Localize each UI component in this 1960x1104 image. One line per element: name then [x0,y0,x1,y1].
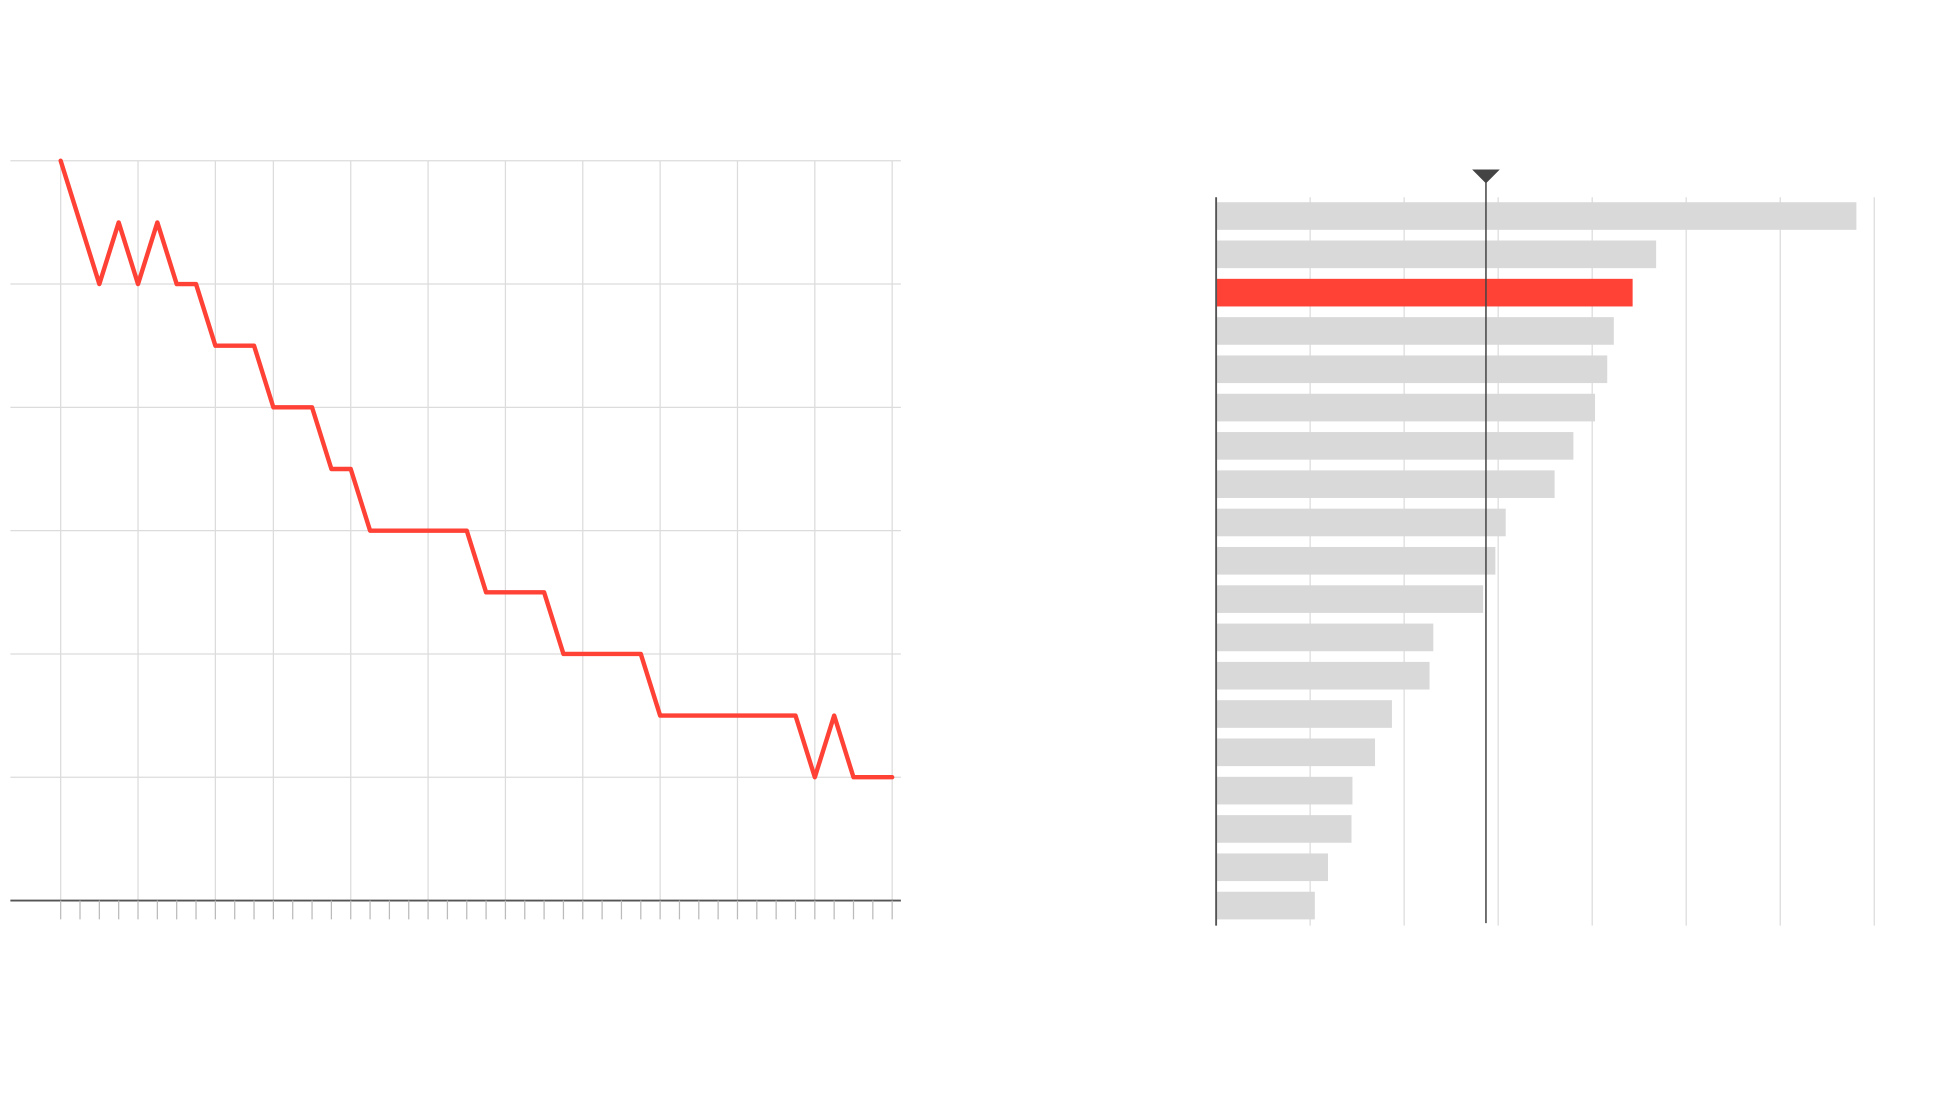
bar [1216,355,1608,384]
bar [1216,891,1315,920]
bar [1216,585,1484,613]
bar [1216,815,1352,843]
bar [1216,317,1614,345]
bar [1216,508,1506,537]
bar [1216,623,1434,652]
line-series [58,158,895,780]
bar [1216,738,1376,767]
bar [1216,661,1430,690]
bar [1216,853,1329,882]
bar [1216,470,1555,498]
bar [1216,432,1574,460]
bar [1216,278,1633,307]
bar [1216,546,1496,575]
bar [1216,240,1657,269]
bar [1216,393,1596,422]
bar [1216,700,1392,728]
marker-triangle [1472,169,1500,184]
bar [1216,202,1857,230]
bar [1216,776,1353,805]
